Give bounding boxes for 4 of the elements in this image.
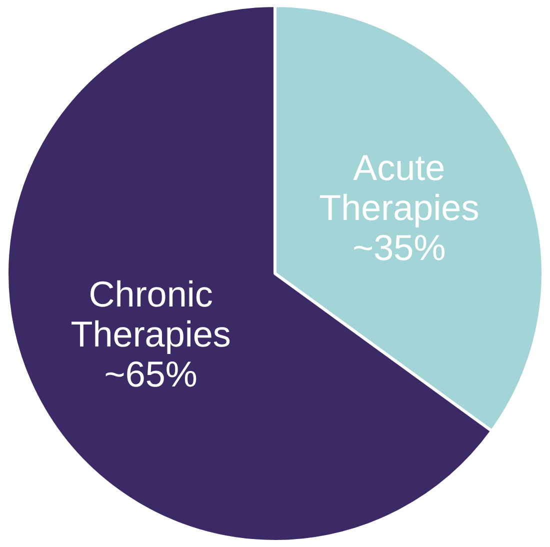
data-label: ~35% xyxy=(352,227,446,268)
slice-label: Chronic Therapies xyxy=(70,274,231,355)
data-label: ~65% xyxy=(104,354,198,395)
slice-label: Acute Therapies xyxy=(319,147,480,228)
